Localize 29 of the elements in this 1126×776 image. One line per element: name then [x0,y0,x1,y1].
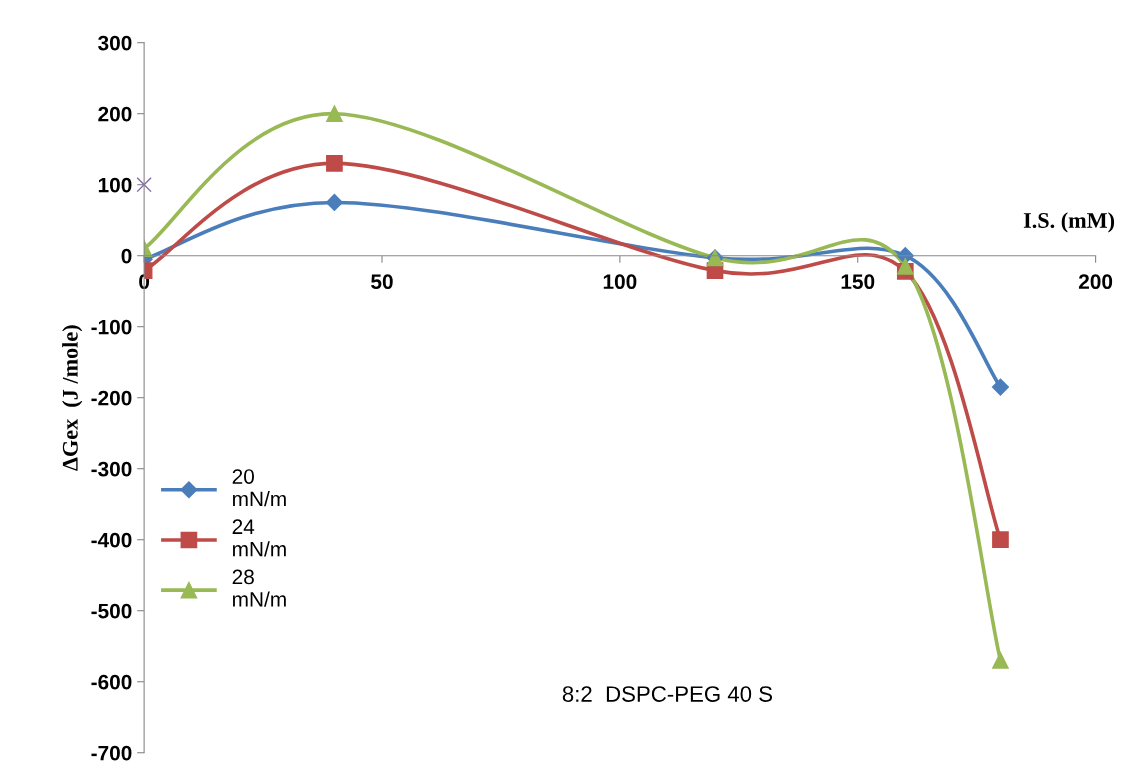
y-tick-label: -300 [91,461,132,477]
legend-label: 24 mN/m [232,519,286,557]
point [136,177,152,193]
point [992,531,1009,549]
x-axis-title: I.S. (mM) [1023,212,1115,233]
y-tick-label: 100 [98,177,132,193]
y-tick-label: -600 [91,674,132,690]
text: 8:2 DSPC-PEG 40 S [562,686,773,702]
y-tick-label: -500 [91,603,132,619]
legend-label: 28 mN/m [232,569,286,607]
y-tick-label: 200 [98,106,132,122]
point [896,258,914,275]
legend-label: 20 mN/m [232,469,286,507]
x-tick-label: 100 [603,274,637,290]
point [326,155,343,172]
point [991,378,1010,396]
point [992,652,1009,669]
y-tick-label: -100 [91,319,132,335]
point [325,193,343,211]
y-tick-label: 300 [98,35,132,51]
y-axis-title: ΔGex (J /mole) [62,325,83,471]
y-tick-label: 0 [121,248,132,264]
y-tick-label: -400 [91,532,132,548]
x-tick-label: 200 [1078,274,1113,290]
point [326,105,343,123]
y-tick-label: -200 [91,390,132,406]
x-tick-label: 150 [841,274,875,290]
x-tick-label: 50 [371,274,393,290]
y-tick-label: -700 [91,745,132,761]
